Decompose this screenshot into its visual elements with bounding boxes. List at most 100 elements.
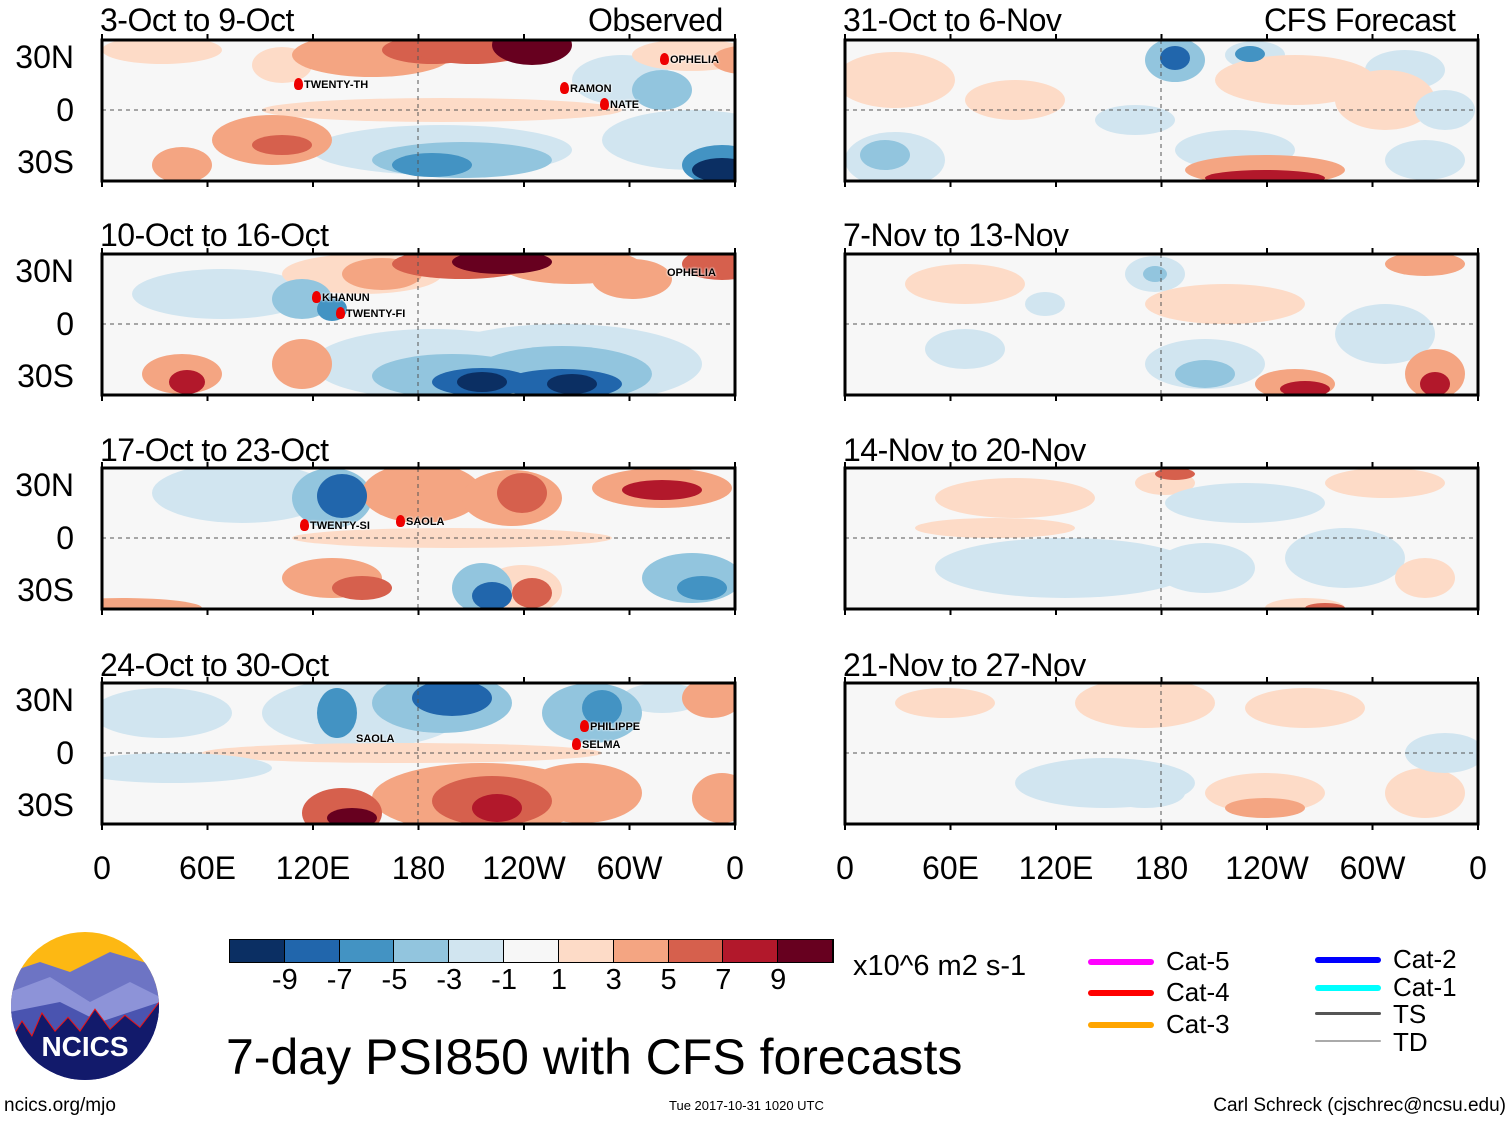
anomaly-contour bbox=[1245, 688, 1365, 728]
legend-label: Cat-3 bbox=[1166, 1009, 1230, 1039]
panel-title: 3-Oct to 9-Oct bbox=[100, 2, 294, 38]
storm-label: RAMON bbox=[560, 82, 612, 96]
anomaly-contour bbox=[492, 40, 572, 65]
anomaly-contour bbox=[1155, 543, 1255, 593]
anomaly-contour bbox=[317, 688, 357, 738]
legend-label: TS bbox=[1393, 999, 1427, 1029]
anomaly-contour bbox=[935, 538, 1195, 598]
anomaly-contour bbox=[1325, 468, 1445, 498]
colorbar-swatch bbox=[723, 940, 779, 962]
map-panel-forecast-4 bbox=[843, 677, 1480, 830]
legend-swatch bbox=[1315, 1012, 1381, 1015]
y-axis-label: 0 bbox=[56, 735, 74, 771]
anomaly-contour bbox=[1105, 778, 1185, 808]
anomaly-contour bbox=[132, 269, 312, 319]
anomaly-contour bbox=[102, 598, 202, 609]
anomaly-contour bbox=[412, 683, 492, 716]
x-axis-label: 120W bbox=[482, 850, 566, 886]
y-axis-label: 30N bbox=[15, 467, 74, 503]
legend-swatch bbox=[1088, 1022, 1154, 1028]
anomaly-contour bbox=[1205, 170, 1325, 181]
anomaly-contour bbox=[472, 582, 512, 609]
anomaly-contour bbox=[1385, 140, 1465, 180]
storm-label: SELMA bbox=[572, 738, 621, 752]
observed-label: Observed bbox=[588, 2, 723, 38]
anomaly-contour bbox=[1385, 254, 1465, 276]
map-panel-observed-3 bbox=[100, 462, 737, 615]
colorbar-swatch bbox=[668, 940, 724, 962]
y-axis-label: 30N bbox=[15, 253, 74, 289]
anomaly-contour bbox=[1160, 46, 1190, 70]
anomaly-contour bbox=[935, 478, 1095, 518]
anomaly-contour bbox=[1025, 292, 1065, 316]
x-axis-label: 60E bbox=[179, 850, 236, 886]
colorbar-swatch bbox=[558, 940, 614, 962]
anomaly-contour bbox=[1335, 304, 1435, 364]
storm-label: PHILIPPE bbox=[580, 720, 640, 734]
anomaly-contour bbox=[1143, 266, 1167, 282]
figure-title: 7-day PSI850 with CFS forecasts bbox=[226, 1029, 963, 1085]
map-panel-observed-2 bbox=[100, 248, 737, 401]
site-link[interactable]: ncics.org/mjo bbox=[4, 1095, 116, 1116]
anomaly-contour bbox=[1175, 360, 1235, 388]
legend-label: Cat-2 bbox=[1393, 944, 1457, 974]
colorbar-tick-label: -5 bbox=[381, 964, 408, 996]
y-axis-label: 30S bbox=[17, 572, 74, 608]
anomaly-contour bbox=[905, 264, 1025, 304]
colorbar-swatch bbox=[339, 940, 395, 962]
panel-title: 17-Oct to 23-Oct bbox=[100, 432, 329, 468]
map-panel-observed-1 bbox=[100, 34, 737, 187]
colorbar-tick-label: -3 bbox=[436, 964, 463, 996]
anomaly-contour bbox=[1405, 733, 1478, 773]
x-axis-label: 60E bbox=[922, 850, 979, 886]
anomaly-contour bbox=[1165, 483, 1325, 523]
anomaly-contour bbox=[1225, 798, 1305, 818]
colorbar-tick-label: 7 bbox=[715, 964, 732, 996]
storm-label: TWENTY-SI bbox=[300, 519, 370, 533]
anomaly-contour bbox=[272, 339, 332, 389]
logo-text: NCICS bbox=[41, 1031, 128, 1062]
x-axis-label: 180 bbox=[391, 850, 446, 886]
colorbar-tick-label: 5 bbox=[660, 964, 677, 996]
anomaly-contour bbox=[362, 468, 482, 523]
anomaly-contour bbox=[622, 480, 702, 500]
anomaly-contour bbox=[1385, 768, 1465, 818]
anomaly-contour bbox=[512, 578, 552, 608]
anomaly-contour bbox=[965, 80, 1065, 120]
colorbar-swatch bbox=[394, 940, 450, 962]
map-panel-observed-4 bbox=[100, 677, 737, 830]
colorbar-swatch bbox=[449, 940, 505, 962]
anomaly-contour bbox=[692, 773, 735, 823]
storm-label: NATE bbox=[600, 98, 639, 112]
panel-title: 7-Nov to 13-Nov bbox=[843, 217, 1069, 253]
storm-label: TWENTY-TH bbox=[294, 78, 368, 92]
anomaly-contour bbox=[1420, 372, 1450, 395]
x-axis-label: 0 bbox=[1469, 850, 1487, 886]
anomaly-contour bbox=[682, 683, 735, 718]
panel-title: 14-Nov to 20-Nov bbox=[843, 432, 1086, 468]
x-axis-label: 120E bbox=[1018, 850, 1094, 886]
anomaly-contour bbox=[332, 576, 392, 600]
colorbar-tick-label: -1 bbox=[491, 964, 517, 996]
colorbar-swatch bbox=[284, 940, 340, 962]
legend-swatch bbox=[1088, 959, 1154, 965]
x-axis-label: 120W bbox=[1225, 850, 1309, 886]
x-axis-label: 0 bbox=[836, 850, 854, 886]
panel-title: 31-Oct to 6-Nov bbox=[843, 2, 1062, 38]
anomaly-contour bbox=[1095, 105, 1175, 135]
anomaly-contour bbox=[592, 259, 672, 299]
units-label: x10^6 m2 s-1 bbox=[853, 950, 1027, 982]
x-axis-label: 0 bbox=[93, 850, 111, 886]
storm-label: SAOLA bbox=[396, 515, 445, 529]
x-axis-label: 60W bbox=[1339, 850, 1406, 886]
anomaly-contour bbox=[547, 374, 597, 394]
anomaly-contour bbox=[1215, 55, 1375, 105]
colorbar-tick-label: 3 bbox=[605, 964, 622, 996]
anomaly-contour bbox=[102, 688, 232, 738]
author-credit: Carl Schreck (cjschrec@ncsu.edu) bbox=[1213, 1095, 1506, 1116]
panel-title: 21-Nov to 27-Nov bbox=[843, 647, 1086, 683]
y-axis-label: 30S bbox=[17, 358, 74, 394]
storm-label: OPHELIA bbox=[667, 267, 716, 279]
anomaly-contour bbox=[472, 794, 522, 822]
storm-label: KHANUN bbox=[312, 291, 370, 305]
